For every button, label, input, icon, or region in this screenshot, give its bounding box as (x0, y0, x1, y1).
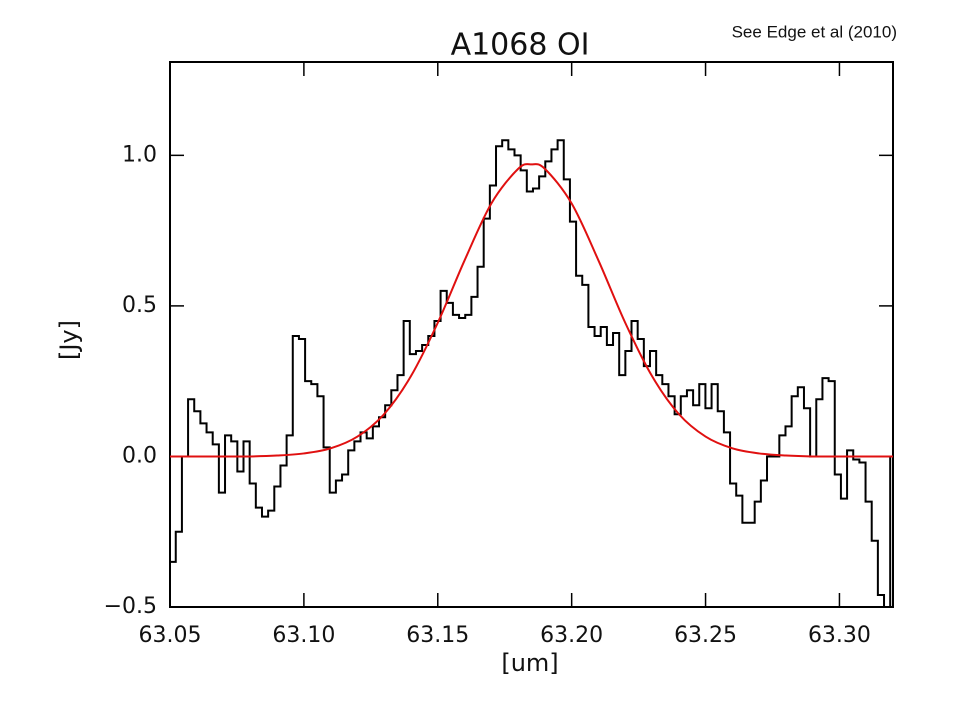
x-axis-label: [um] (501, 649, 558, 677)
x-tick-label: 63.15 (406, 623, 469, 648)
x-tick-label: 63.25 (674, 623, 737, 648)
y-tick-label: −0.5 (104, 594, 157, 619)
y-tick-label: 1.0 (122, 142, 157, 167)
x-tick-label: 63.10 (272, 623, 335, 648)
fit-curve (170, 163, 893, 458)
chart-title: A1068 OI (451, 28, 590, 63)
x-tick-label: 63.20 (540, 623, 603, 648)
plot-area (170, 139, 893, 607)
spectrum-line (170, 139, 893, 607)
plot-frame (169, 61, 894, 608)
y-tick-label: 0.0 (122, 443, 157, 468)
annotation: See Edge et al (2010) (732, 22, 897, 41)
y-axis-label: [Jy] (55, 320, 83, 360)
x-tick-label: 63.05 (139, 623, 202, 648)
y-tick-label: 0.5 (122, 293, 157, 318)
x-tick-label: 63.30 (808, 623, 871, 648)
